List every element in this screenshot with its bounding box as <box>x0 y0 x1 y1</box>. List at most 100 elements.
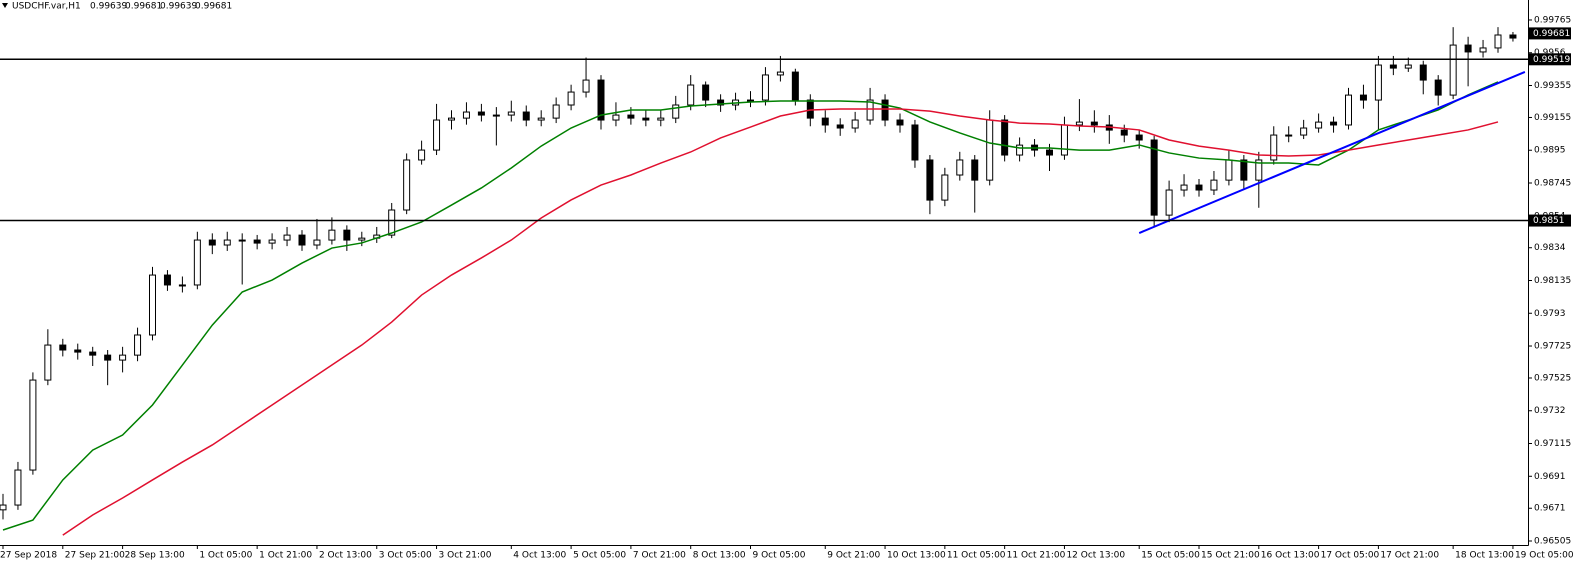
y-tick-label: 0.9834 <box>1534 243 1566 253</box>
candle-body <box>761 74 769 101</box>
y-tick-label: 0.99355 <box>1534 81 1571 91</box>
x-tick-label: 5 Oct 05:00 <box>573 551 626 561</box>
x-tick-label: 17 Oct 21:00 <box>1380 551 1439 561</box>
candle-body <box>1494 34 1502 49</box>
candle-body <box>1240 159 1248 181</box>
candle-body <box>776 71 784 76</box>
candle-body <box>253 239 261 244</box>
x-tick-label: 16 Oct 13:00 <box>1261 551 1320 561</box>
candle-body <box>657 117 665 121</box>
x-tick-label: 27 Sep 2018 <box>0 551 57 561</box>
candle-body <box>89 351 97 356</box>
candle-body <box>627 114 635 119</box>
candle-body <box>1270 134 1278 161</box>
candle-body <box>1075 121 1083 126</box>
candle-body <box>462 111 470 119</box>
candle-body <box>1330 121 1338 126</box>
candle-body <box>1434 79 1442 96</box>
level-label: 0.99519 <box>1533 55 1570 65</box>
candle-body <box>328 229 336 241</box>
candle-body <box>358 237 366 241</box>
x-tick-label: 9 Oct 05:00 <box>753 551 806 561</box>
candle-body <box>507 111 515 116</box>
ohlc-open: 0.99639 <box>90 2 127 12</box>
candle-body <box>44 344 52 381</box>
level-label-box <box>1529 53 1571 66</box>
candle-body <box>881 99 889 121</box>
x-tick-label: 8 Oct 13:00 <box>693 551 746 561</box>
x-tick-label: 1 Oct 21:00 <box>259 551 312 561</box>
y-tick-label: 0.98745 <box>1534 178 1571 188</box>
header-arrow <box>2 3 8 8</box>
candle-body <box>1046 149 1053 156</box>
last-price-box <box>1529 27 1571 40</box>
candle-body <box>1359 94 1367 101</box>
x-tick-label: 18 Oct 13:00 <box>1455 551 1514 561</box>
candle-body <box>104 354 112 361</box>
x-tick-label: 3 Oct 21:00 <box>439 551 492 561</box>
candle-body <box>1404 64 1412 69</box>
candle-body <box>971 159 979 181</box>
candle-body <box>866 99 874 121</box>
candle-body <box>223 239 231 246</box>
candle-body <box>1255 159 1263 181</box>
y-tick-label: 0.97115 <box>1534 439 1571 449</box>
y-tick-label: 0.9793 <box>1534 309 1566 319</box>
candle-body <box>1479 47 1487 53</box>
candle-body <box>597 79 605 121</box>
candle-body <box>522 111 530 121</box>
candle-body <box>178 284 186 287</box>
ohlc-high: 0.99681 <box>125 2 162 12</box>
y-tick-label: 0.98135 <box>1534 276 1571 286</box>
x-tick-label: 11 Oct 21:00 <box>1007 551 1066 561</box>
x-tick-label: 28 Sep 13:00 <box>125 551 185 561</box>
x-tick-label: 12 Oct 13:00 <box>1066 551 1125 561</box>
header: USDCHF.var,H1 0.99639 0.99681 0.99639 0.… <box>12 2 232 12</box>
x-tick-label: 17 Oct 05:00 <box>1321 551 1380 561</box>
y-tick-label: 0.99765 <box>1534 15 1571 25</box>
last-price-label: 0.99681 <box>1533 29 1570 39</box>
candle-body <box>1419 64 1427 81</box>
y-tick-label: 0.9691 <box>1534 472 1566 482</box>
candle-body <box>74 349 82 353</box>
x-tick-label: 3 Oct 05:00 <box>379 551 432 561</box>
candle-body <box>582 79 590 93</box>
candle-body <box>567 91 575 106</box>
candle-body <box>134 334 142 356</box>
y-tick-label: 0.9956 <box>1534 48 1566 58</box>
candle-body <box>1345 94 1352 126</box>
y-tick-label: 0.9895 <box>1534 146 1566 156</box>
y-tick-label: 0.97525 <box>1534 373 1571 383</box>
candle-body <box>1195 184 1203 191</box>
candle-body <box>268 239 276 244</box>
candle-body <box>403 159 411 211</box>
candle-body <box>956 159 964 176</box>
candle-body <box>791 71 799 101</box>
x-tick-label: 15 Oct 21:00 <box>1201 551 1260 561</box>
y-tick-label: 0.9671 <box>1534 504 1566 514</box>
x-tick-label: 1 Oct 05:00 <box>199 551 252 561</box>
y-tick-label: 0.9732 <box>1534 406 1566 416</box>
candle-body <box>1315 121 1323 129</box>
candle-body <box>283 234 291 241</box>
candle-body <box>1300 127 1308 136</box>
candle-body <box>1374 64 1382 101</box>
x-tick-label: 27 Sep 21:00 <box>65 551 125 561</box>
x-tick-label: 15 Oct 05:00 <box>1141 551 1200 561</box>
candle-body <box>986 119 994 181</box>
candle-body <box>418 149 426 161</box>
level-label-box <box>1529 214 1571 227</box>
y-tick-label: 0.99155 <box>1534 113 1571 123</box>
trend-line <box>1138 70 1526 234</box>
candle-body <box>1389 64 1397 69</box>
ohlc-close: 0.99681 <box>195 2 232 12</box>
x-tick-label: 9 Oct 21:00 <box>827 551 880 561</box>
candle-body <box>702 84 710 101</box>
candle-body <box>298 234 306 246</box>
candle-body <box>1150 139 1158 216</box>
y-tick-label: 0.97725 <box>1534 342 1571 352</box>
x-tick-label: 10 Oct 13:00 <box>887 551 946 561</box>
candle-body <box>343 229 351 241</box>
candle-body <box>806 99 814 119</box>
